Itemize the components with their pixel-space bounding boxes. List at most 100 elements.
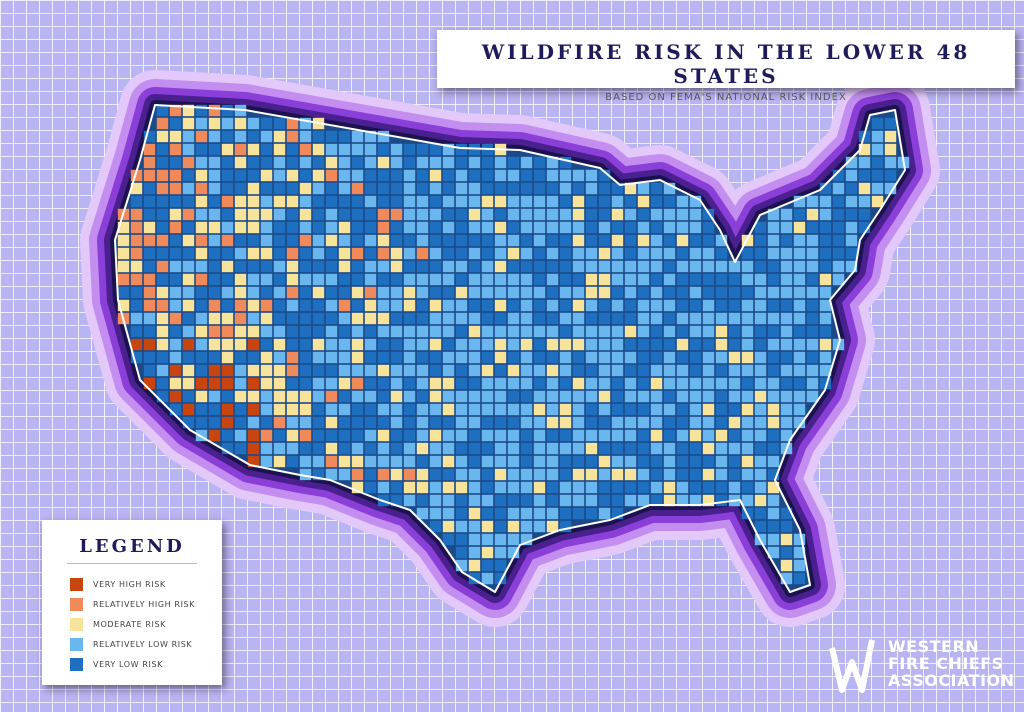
risk-cell — [650, 325, 663, 338]
risk-cell — [455, 325, 468, 338]
risk-cell — [559, 377, 572, 390]
risk-cell — [416, 364, 429, 377]
risk-cell — [286, 416, 299, 429]
risk-cell — [286, 429, 299, 442]
risk-cell — [143, 286, 156, 299]
risk-cell — [234, 195, 247, 208]
risk-cell — [195, 312, 208, 325]
risk-cell — [442, 364, 455, 377]
risk-cell — [780, 273, 793, 286]
risk-cell — [299, 260, 312, 273]
risk-cell — [403, 377, 416, 390]
risk-cell — [611, 455, 624, 468]
risk-cell — [273, 156, 286, 169]
risk-cell — [585, 455, 598, 468]
risk-cell — [819, 182, 832, 195]
risk-cell — [520, 520, 533, 533]
risk-cell — [611, 403, 624, 416]
risk-cell — [858, 182, 871, 195]
risk-cell — [260, 247, 273, 260]
risk-cell — [130, 169, 143, 182]
risk-cell — [728, 390, 741, 403]
risk-cell — [247, 143, 260, 156]
risk-cell — [689, 221, 702, 234]
risk-cell — [286, 182, 299, 195]
risk-cell — [403, 234, 416, 247]
risk-cell — [624, 338, 637, 351]
risk-cell — [780, 338, 793, 351]
risk-cell — [351, 130, 364, 143]
risk-cell — [377, 455, 390, 468]
risk-cell — [637, 299, 650, 312]
risk-cell — [208, 182, 221, 195]
risk-cell — [156, 247, 169, 260]
risk-cell — [650, 273, 663, 286]
risk-cell — [806, 364, 819, 377]
risk-cell — [416, 299, 429, 312]
risk-cell — [247, 169, 260, 182]
risk-cell — [624, 182, 637, 195]
risk-cell — [338, 195, 351, 208]
risk-cell — [494, 351, 507, 364]
risk-cell — [169, 377, 182, 390]
risk-cell — [273, 351, 286, 364]
legend-item: RELATIVELY HIGH RISK — [70, 594, 222, 614]
risk-cell — [234, 247, 247, 260]
risk-cell — [715, 286, 728, 299]
risk-cell — [312, 156, 325, 169]
risk-cell — [195, 260, 208, 273]
risk-cell — [611, 195, 624, 208]
risk-cell — [611, 247, 624, 260]
risk-cell — [377, 364, 390, 377]
risk-cell — [416, 429, 429, 442]
risk-cell — [559, 494, 572, 507]
risk-cell — [754, 286, 767, 299]
risk-cell — [676, 403, 689, 416]
risk-cell — [520, 299, 533, 312]
risk-cell — [572, 182, 585, 195]
risk-cell — [455, 286, 468, 299]
risk-cell — [585, 247, 598, 260]
risk-cell — [650, 494, 663, 507]
risk-cell — [390, 221, 403, 234]
risk-cell — [312, 351, 325, 364]
risk-cell — [676, 195, 689, 208]
risk-cell — [273, 273, 286, 286]
risk-cell — [572, 364, 585, 377]
risk-cell — [546, 325, 559, 338]
risk-cell — [416, 260, 429, 273]
risk-cell — [572, 338, 585, 351]
risk-cell — [429, 364, 442, 377]
risk-cell — [364, 221, 377, 234]
risk-cell — [663, 299, 676, 312]
risk-cell — [767, 325, 780, 338]
risk-cell — [546, 520, 559, 533]
risk-cell — [780, 351, 793, 364]
risk-cell — [156, 390, 169, 403]
risk-cell — [208, 234, 221, 247]
risk-cell — [416, 390, 429, 403]
risk-cell — [767, 481, 780, 494]
legend-label: VERY LOW RISK — [93, 659, 163, 669]
logo-text: WESTERN FIRE CHIEFS ASSOCIATION — [888, 638, 1015, 689]
risk-cell — [182, 208, 195, 221]
risk-cell — [728, 377, 741, 390]
risk-cell — [338, 273, 351, 286]
risk-cell — [481, 325, 494, 338]
risk-cell — [871, 195, 884, 208]
risk-cell — [767, 533, 780, 546]
risk-cell — [208, 429, 221, 442]
risk-cell — [845, 234, 858, 247]
risk-cell — [702, 325, 715, 338]
risk-cell — [702, 364, 715, 377]
risk-cell — [442, 494, 455, 507]
risk-cell — [338, 286, 351, 299]
risk-cell — [481, 403, 494, 416]
risk-cell — [481, 312, 494, 325]
risk-cell — [195, 403, 208, 416]
risk-cell — [351, 442, 364, 455]
risk-cell — [559, 338, 572, 351]
risk-cell — [364, 130, 377, 143]
risk-cell — [481, 507, 494, 520]
risk-cell — [806, 325, 819, 338]
